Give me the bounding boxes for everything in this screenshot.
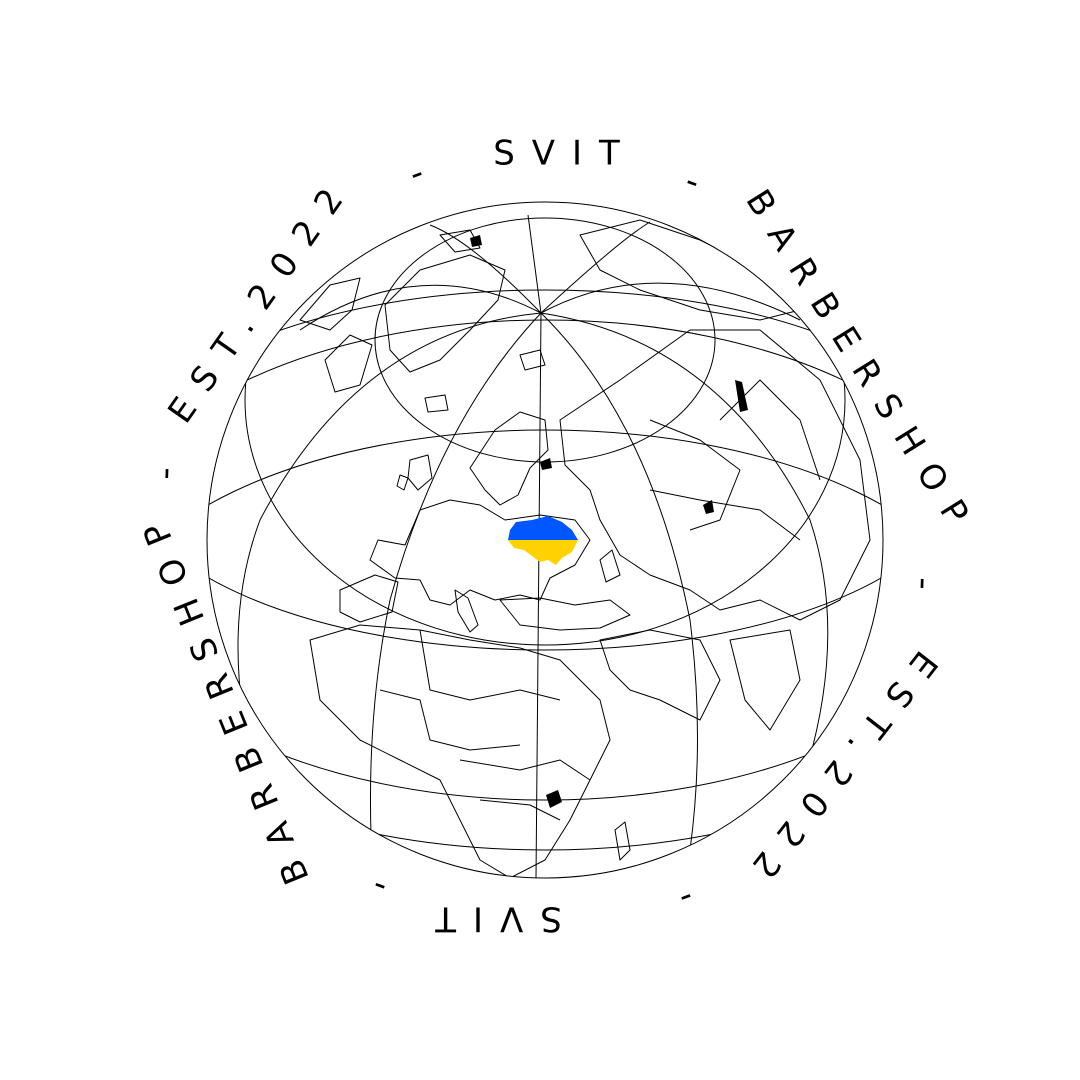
ring-dash-11: - (680, 161, 721, 209)
ring-est-right-4: EST.2022 (733, 643, 945, 899)
continents (299, 219, 871, 878)
ukraine-flag-map-icon (508, 516, 578, 565)
ring-est-left-10: EST.2022 (160, 168, 361, 431)
ring-svit-top-0: SVIT (493, 134, 637, 174)
ring-dash-9: - (145, 450, 186, 481)
globe-icon (206, 201, 884, 879)
ring-barbershop-left-8: BARBERSHOP (130, 501, 318, 890)
globe-outline (206, 201, 884, 879)
ring-dash-1: - (404, 147, 445, 195)
ring-dash-5: - (658, 878, 699, 926)
ring-dash-3: - (903, 577, 944, 608)
ring-svit-bottom-6: SVIT (418, 899, 562, 939)
ring-barbershop-right-2: BARBERSHOP (738, 183, 986, 546)
graticule (207, 202, 883, 878)
ring-dash-7: - (351, 861, 392, 909)
